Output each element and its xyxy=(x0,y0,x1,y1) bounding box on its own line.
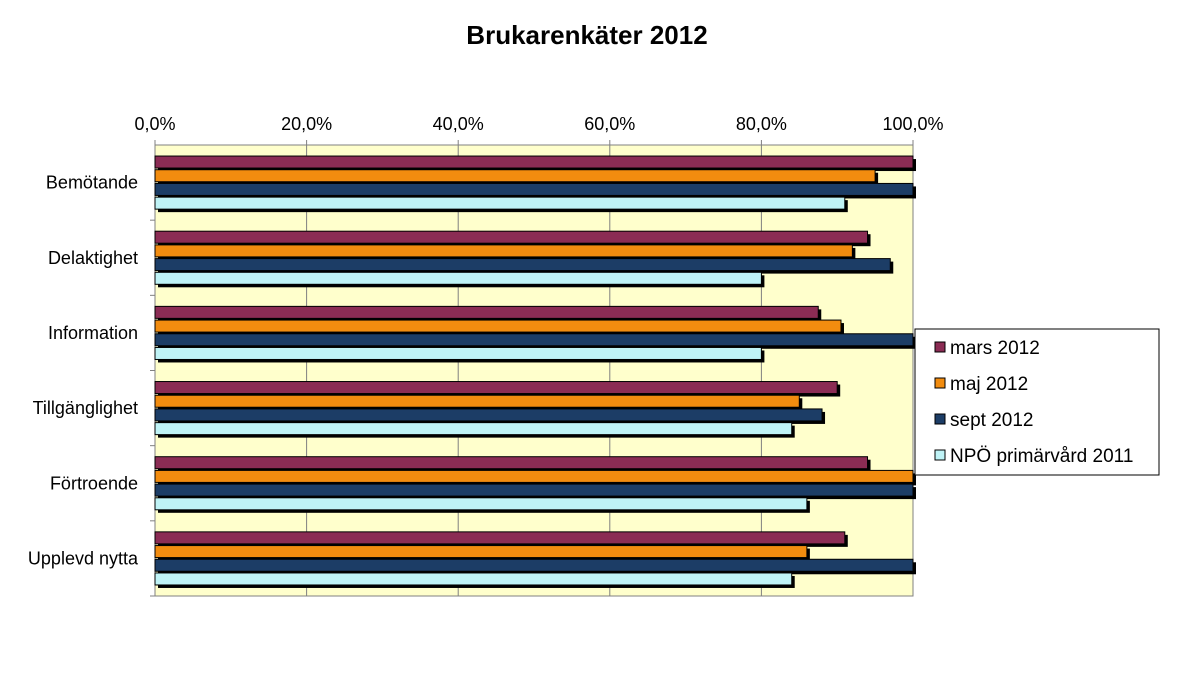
category-label: Tillgänglighet xyxy=(33,398,138,418)
x-tick-label: 20,0% xyxy=(281,114,332,134)
bar xyxy=(154,182,914,196)
legend-label: sept 2012 xyxy=(950,410,1033,431)
category-label: Information xyxy=(48,323,138,343)
legend: mars 2012 maj 2012 sept 2012 NPÖ primärvård… xyxy=(914,328,1160,476)
bar xyxy=(154,346,762,360)
category-label: Delaktighet xyxy=(48,248,138,268)
x-tick-label: 60,0% xyxy=(584,114,635,134)
bar xyxy=(154,497,808,511)
legend-label: maj 2012 xyxy=(950,374,1028,395)
bar xyxy=(154,572,793,586)
x-tick-label: 0,0% xyxy=(134,114,175,134)
bar xyxy=(154,422,793,436)
x-axis: 0,0% 20,0% 40,0% 60,0% 80,0% 100,0% xyxy=(134,114,944,145)
bar xyxy=(154,333,914,347)
bar xyxy=(154,305,819,319)
legend-swatch xyxy=(934,377,946,389)
bar xyxy=(154,381,838,395)
gridlines xyxy=(306,145,762,596)
bar xyxy=(154,230,869,244)
legend-label: NPÖ primärvård 2011 xyxy=(950,446,1133,467)
bar xyxy=(154,244,853,258)
bar xyxy=(154,169,876,183)
legend-swatch xyxy=(934,413,946,425)
category-label: Bemötande xyxy=(46,173,138,193)
bars xyxy=(154,155,916,588)
bar xyxy=(154,196,846,210)
legend-label: mars 2012 xyxy=(950,338,1040,359)
x-tick-label: 40,0% xyxy=(433,114,484,134)
bar xyxy=(154,394,800,408)
x-tick-label: 80,0% xyxy=(736,114,787,134)
bar xyxy=(154,258,891,272)
bar xyxy=(154,271,762,285)
plot-area xyxy=(154,144,914,597)
bar xyxy=(154,408,823,422)
x-tick-label: 100,0% xyxy=(882,114,943,134)
chart-title: Brukarenkäter 2012 xyxy=(466,20,707,50)
bar xyxy=(154,155,914,169)
category-label: Förtroende xyxy=(50,473,138,493)
y-axis: Bemötande Delaktighet Information Tillgängl… xyxy=(28,173,155,597)
legend-box xyxy=(914,328,1160,476)
bar xyxy=(154,558,914,572)
category-label: Upplevd nytta xyxy=(28,548,139,568)
bar xyxy=(154,319,842,333)
bar xyxy=(154,456,869,470)
bar xyxy=(154,483,914,497)
bar xyxy=(154,469,914,483)
legend-swatch xyxy=(934,449,946,461)
bar xyxy=(154,545,808,559)
legend-swatch xyxy=(934,341,946,353)
bar xyxy=(154,531,846,545)
